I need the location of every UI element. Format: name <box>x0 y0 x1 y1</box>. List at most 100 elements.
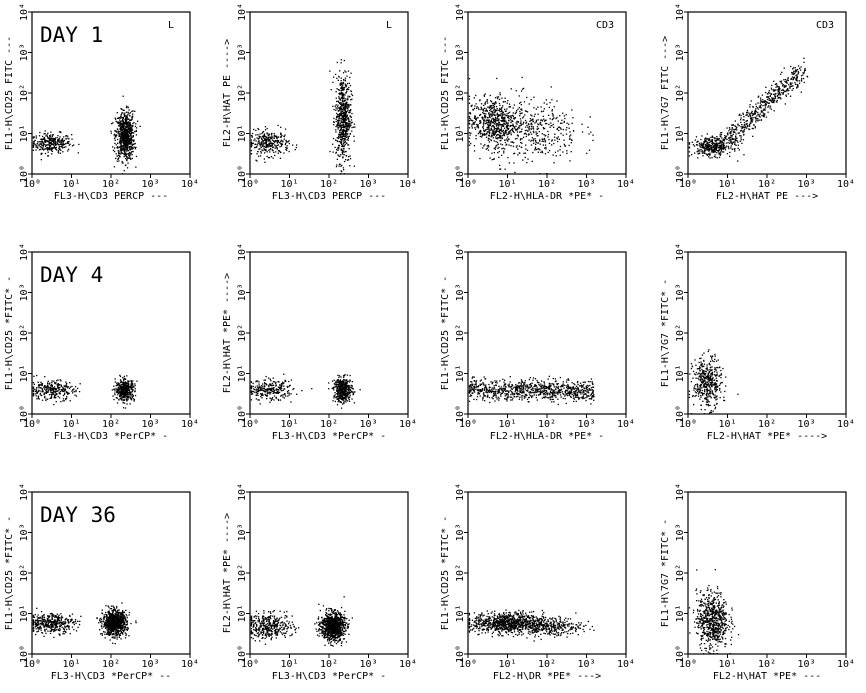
data-point <box>120 392 122 395</box>
data-point <box>127 113 129 115</box>
data-point <box>790 83 792 85</box>
data-point <box>32 390 35 392</box>
data-point <box>130 129 132 131</box>
data-point <box>40 159 42 161</box>
data-point <box>67 386 70 388</box>
data-point <box>545 119 547 121</box>
data-point <box>260 388 262 390</box>
data-point <box>733 131 735 134</box>
data-point <box>134 110 136 112</box>
data-point <box>257 155 260 157</box>
data-point <box>351 381 353 383</box>
data-point <box>498 119 500 121</box>
data-point <box>40 138 42 140</box>
data-point <box>343 392 345 394</box>
data-point <box>475 107 478 109</box>
data-point <box>737 141 739 143</box>
y-tick-label: 10⁴ <box>19 243 30 261</box>
data-point <box>566 127 568 129</box>
data-point <box>129 385 132 387</box>
data-point <box>336 126 339 128</box>
data-point <box>127 385 129 387</box>
data-point <box>261 394 263 396</box>
data-point <box>340 149 342 151</box>
data-point <box>504 117 506 119</box>
data-point <box>691 141 693 143</box>
data-point <box>703 151 705 153</box>
data-point <box>271 397 274 399</box>
data-point <box>122 119 124 121</box>
data-point <box>515 90 517 92</box>
data-point <box>347 70 350 72</box>
data-point <box>55 393 57 395</box>
data-point <box>750 122 752 125</box>
data-point <box>501 137 503 140</box>
data-point <box>780 73 782 75</box>
data-point <box>745 120 747 122</box>
data-point <box>801 77 803 80</box>
data-point <box>468 123 471 125</box>
data-point <box>125 132 128 134</box>
data-point <box>111 123 113 125</box>
data-point <box>788 89 790 92</box>
data-point <box>127 396 129 398</box>
data-point <box>264 383 266 385</box>
data-point <box>125 114 127 117</box>
data-point <box>749 106 751 108</box>
data-point <box>353 135 355 137</box>
data-point <box>535 148 538 151</box>
data-point <box>130 158 132 160</box>
data-point <box>131 381 133 383</box>
data-point <box>72 389 74 391</box>
data-point <box>134 384 136 387</box>
data-point <box>495 105 498 108</box>
data-point <box>340 82 342 84</box>
data-point <box>42 135 44 138</box>
data-point <box>715 156 717 158</box>
data-point <box>131 143 133 145</box>
data-point <box>344 115 346 117</box>
data-point <box>489 124 491 127</box>
data-point <box>734 141 736 143</box>
data-point <box>258 399 260 401</box>
data-point <box>335 73 337 76</box>
data-point <box>51 135 53 137</box>
data-point <box>345 380 347 382</box>
data-point <box>494 121 497 123</box>
data-point <box>486 131 488 133</box>
data-point <box>117 388 119 391</box>
data-point <box>276 142 279 144</box>
data-point <box>342 125 345 127</box>
data-point <box>774 94 776 96</box>
data-point <box>771 97 773 99</box>
data-point <box>285 139 287 142</box>
data-point <box>775 95 777 97</box>
data-point <box>342 399 344 401</box>
data-point <box>534 149 536 151</box>
data-point <box>65 398 67 401</box>
data-point <box>706 142 708 145</box>
data-point <box>754 109 756 112</box>
data-point <box>493 107 495 109</box>
data-point <box>543 108 545 110</box>
data-point <box>348 120 350 123</box>
data-point <box>271 387 273 389</box>
data-point <box>129 140 131 143</box>
data-point <box>494 116 497 118</box>
data-point <box>123 135 125 138</box>
data-point <box>125 378 127 380</box>
data-point <box>539 122 541 124</box>
data-point <box>266 127 268 130</box>
data-point <box>769 95 771 97</box>
data-point <box>66 392 68 394</box>
data-point <box>349 85 352 87</box>
data-point <box>57 384 60 387</box>
data-point <box>55 401 57 403</box>
data-point <box>759 106 762 108</box>
data-point <box>266 136 268 138</box>
data-point <box>261 392 264 395</box>
data-point <box>68 392 70 394</box>
data-point <box>268 138 270 140</box>
data-point <box>337 89 340 91</box>
data-point <box>129 128 131 130</box>
